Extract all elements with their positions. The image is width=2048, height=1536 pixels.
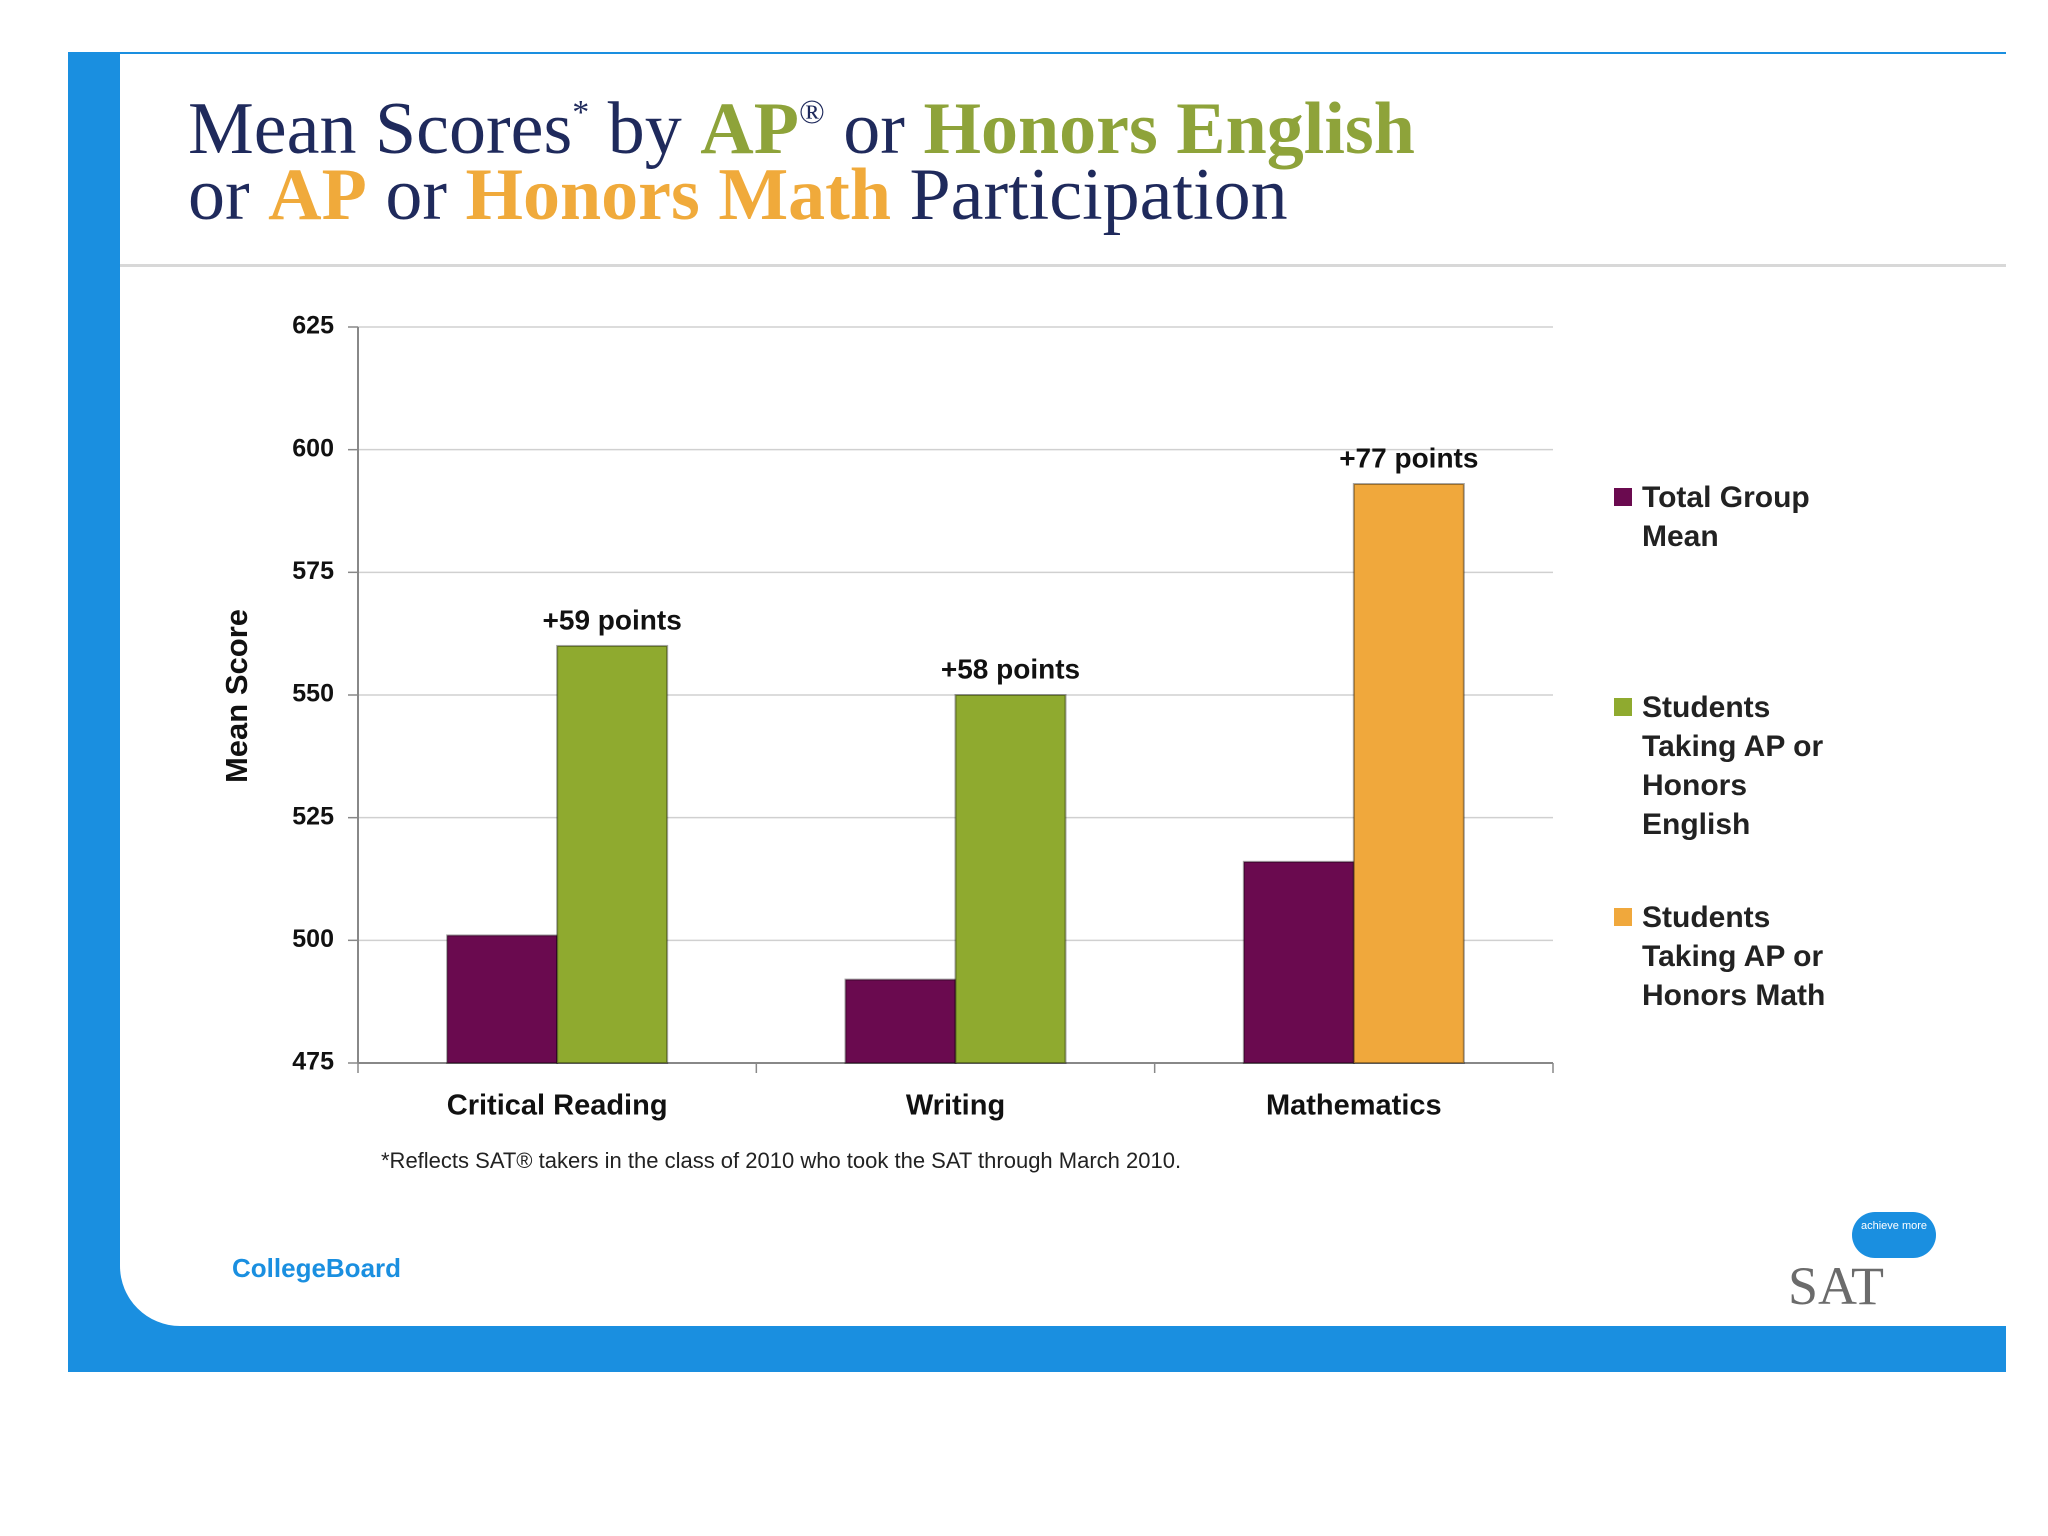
x-tick-label: Mathematics [1266,1090,1442,1122]
legend-item: Students Taking AP or Honors Math [1612,898,1852,1108]
bar [1242,860,1355,1064]
annotation: +59 points [543,604,682,635]
title-part: or [366,154,466,236]
y-tick-label: 550 [292,680,334,708]
y-tick-label: 500 [292,925,334,953]
title-part: ® [798,94,825,131]
legend-swatch [1614,908,1632,926]
x-tick-label: Writing [906,1090,1005,1122]
bar [844,978,957,1064]
y-tick-label: 525 [292,802,334,830]
y-axis-label: Mean Score [219,609,254,783]
x-tick-label: Critical Reading [447,1090,668,1122]
legend-swatch [1614,488,1632,506]
title-part: Mean Scores [188,88,573,170]
slide-title: Mean Scores* by AP® or Honors English or … [188,92,1415,232]
title-part: Honors English [923,88,1415,170]
y-tick-label: 600 [292,434,334,462]
annotation: +77 points [1339,442,1478,473]
title-part: AP [700,88,799,170]
legend-label: Students Taking AP or Honors English [1642,691,1824,841]
title-part: * [572,94,590,131]
bar [446,934,559,1065]
separator [120,264,2006,267]
legend-label: Total Group Mean [1642,481,1810,553]
legend-item: Students Taking AP or Honors English [1612,688,1852,898]
title-part: Honors Math [465,154,891,236]
y-tick-label: 475 [292,1048,334,1076]
sat-logo: SAT [1788,1256,1885,1316]
legend-label: Students Taking AP or Honors Math [1642,901,1826,1012]
legend-item: Total Group Mean [1612,478,1852,688]
annotation: +58 points [941,653,1080,684]
title-part: by [589,88,701,170]
legend-swatch [1614,698,1632,716]
logo-bubble: achieve more [1852,1212,1936,1258]
y-tick-label: 625 [292,312,334,340]
collegeboard-logo: CollegeBoard [232,1253,402,1283]
title-part: Participation [890,154,1288,236]
y-tick-label: 575 [292,557,334,585]
title-part: or [824,88,924,170]
title-part: or [188,154,269,236]
title-part: AP [268,154,367,236]
bar [556,644,669,1065]
title-line: or AP or Honors Math Participation [188,158,1415,232]
legend: Total Group Mean Students Taking AP or Ho… [1612,478,1852,1108]
footnote: *Reflects SAT® takers in the class of 20… [381,1148,1182,1173]
title-line: Mean Scores* by AP® or Honors English [188,92,1415,166]
bar [954,694,1067,1064]
bar [1352,483,1465,1065]
